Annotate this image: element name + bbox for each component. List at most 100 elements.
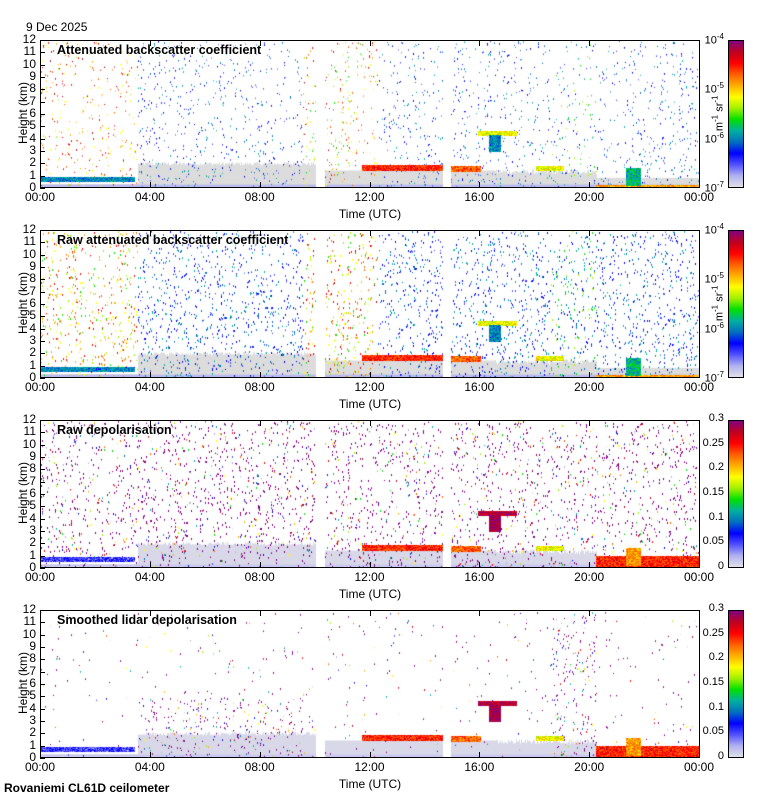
x-tick-mark-top (699, 231, 700, 236)
colorbar-tick-label: 0.05 (702, 725, 724, 738)
y-tick-label: 10 (22, 56, 36, 71)
y-axis-label: Height (km) (16, 82, 30, 145)
y-tick-mark (40, 758, 45, 759)
x-tick-mark-top (589, 611, 591, 616)
x-tick-label: 08:00 (244, 760, 275, 774)
y-tick-label: 7 (29, 93, 36, 108)
x-tick-label: 20:00 (574, 570, 605, 584)
y-tick-label: 5 (29, 308, 36, 323)
x-tick-mark (259, 752, 261, 757)
x-tick-label: 00:00 (683, 760, 715, 774)
x-tick-mark-top (589, 41, 591, 46)
x-tick-mark-top (589, 231, 591, 236)
y-tick-label: 12 (22, 32, 36, 46)
y-tick-label: 3 (29, 333, 36, 347)
y-tick-mark (40, 77, 45, 78)
colorbar-tick-label: 10-5 (704, 271, 724, 286)
colorbar-tick-label: 0.1 (708, 510, 724, 523)
x-tick-mark-top (369, 231, 371, 236)
y-axis-label: Height (km) (16, 272, 30, 335)
y-tick-mark (40, 745, 45, 747)
y-tick-label: 1 (29, 357, 36, 372)
x-tick-mark-top (259, 41, 261, 46)
y-tick-mark (40, 555, 45, 557)
x-tick-mark-top (369, 421, 371, 426)
colorbar-tick-label: 0.2 (708, 461, 724, 474)
x-tick-label: 00:00 (24, 760, 56, 774)
y-tick-mark (40, 518, 45, 520)
plot-area: Smoothed lidar depolarisation (40, 610, 700, 758)
x-tick-mark-top (40, 231, 41, 236)
y-tick-label: 0 (29, 560, 36, 574)
y-tick-label: 12 (22, 602, 36, 616)
x-tick-mark (589, 182, 591, 187)
x-tick-mark-top (149, 41, 151, 46)
y-tick-label: 6 (29, 676, 36, 690)
x-tick-mark (259, 562, 261, 567)
x-tick-mark-top (40, 421, 41, 426)
x-tick-mark (479, 372, 481, 377)
x-tick-mark (479, 182, 481, 187)
x-tick-label: 00:00 (683, 570, 715, 584)
x-tick-mark (369, 752, 371, 757)
x-tick-label: 08:00 (244, 380, 275, 394)
y-tick-mark (40, 267, 45, 268)
colorbar (728, 610, 744, 758)
y-tick-label: 9 (29, 69, 36, 83)
y-tick-mark (40, 733, 45, 735)
x-tick-mark-top (40, 611, 41, 616)
x-tick-mark-top (699, 421, 700, 426)
y-tick-label: 9 (29, 639, 36, 653)
x-tick-label: 16:00 (464, 380, 495, 394)
y-tick-mark (40, 341, 45, 342)
x-tick-mark (149, 372, 151, 377)
x-tick-label: 04:00 (134, 760, 165, 774)
x-tick-mark (589, 752, 591, 757)
x-tick-mark-top (259, 611, 261, 616)
x-tick-label: 00:00 (24, 380, 56, 394)
y-tick-label: 8 (29, 271, 36, 286)
x-tick-mark-top (589, 421, 591, 426)
y-tick-label: 4 (29, 510, 36, 525)
x-tick-mark-top (369, 611, 371, 616)
y-tick-mark (40, 671, 45, 673)
colorbar-unit-label: m-1 sr-1 (710, 95, 726, 132)
plot-area: Raw attenuated backscatter coefficient (40, 230, 700, 378)
x-tick-label: 12:00 (354, 190, 385, 204)
y-tick-mark (40, 114, 45, 115)
y-tick-mark (40, 378, 45, 379)
x-tick-mark (149, 752, 151, 757)
x-tick-mark (369, 372, 371, 377)
y-tick-mark (40, 506, 45, 508)
x-tick-mark (40, 182, 41, 187)
y-tick-mark (40, 432, 45, 434)
heatmap-image (41, 611, 699, 757)
y-tick-mark (40, 420, 45, 421)
x-tick-mark (40, 752, 41, 757)
x-tick-label: 20:00 (574, 190, 605, 204)
y-tick-label: 7 (29, 473, 36, 488)
panel-title: Raw depolarisation (57, 423, 172, 437)
x-tick-mark (40, 562, 41, 567)
y-tick-mark (40, 610, 45, 611)
y-tick-mark (40, 151, 45, 152)
y-tick-mark (40, 353, 45, 355)
y-tick-mark (40, 163, 45, 165)
y-tick-label: 3 (29, 523, 36, 537)
colorbar-unit-label: m-1 sr-1 (710, 285, 726, 322)
x-tick-label: 00:00 (24, 570, 56, 584)
x-tick-label: 00:00 (24, 190, 56, 204)
y-tick-label: 6 (29, 106, 36, 120)
colorbar-tick-label: 10-6 (704, 320, 724, 336)
x-tick-mark-top (479, 611, 481, 616)
x-tick-label: 16:00 (464, 570, 495, 584)
y-tick-label: 2 (29, 155, 36, 170)
y-axis-label: Height (km) (16, 462, 30, 525)
y-tick-mark (40, 469, 45, 471)
y-tick-mark (40, 684, 45, 685)
x-tick-label: 12:00 (354, 570, 385, 584)
y-tick-label: 3 (29, 713, 36, 727)
colorbar-tick-label: 0.25 (702, 626, 724, 639)
y-tick-label: 12 (22, 412, 36, 426)
y-tick-label: 1 (29, 547, 36, 562)
